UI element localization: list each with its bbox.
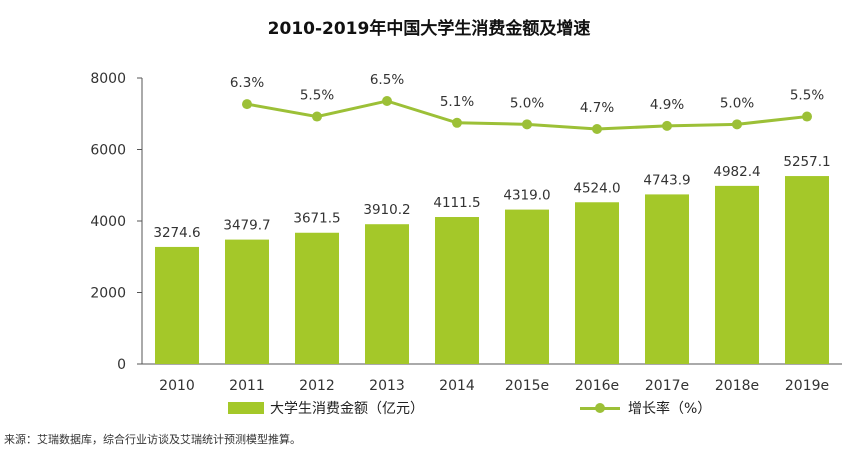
x-tick-label: 2014: [439, 378, 475, 394]
growth-value-label: 4.9%: [650, 97, 684, 113]
source-note: 来源：艾瑞数据库，综合行业访谈及艾瑞统计预测模型推算。: [4, 433, 301, 446]
legend-line-label: 增长率（%）: [628, 401, 712, 417]
y-tick-label: 0: [117, 357, 126, 373]
growth-point: [382, 96, 392, 106]
growth-point: [452, 117, 462, 128]
growth-point: [242, 99, 252, 110]
growth-value-label: 5.5%: [300, 88, 334, 104]
bar-value-label: 4319.0: [503, 188, 550, 204]
y-tick-label: 2000: [90, 286, 126, 302]
growth-value-label: 5.0%: [510, 95, 544, 111]
growth-value-label: 6.5%: [370, 72, 404, 88]
growth-point: [592, 124, 602, 134]
legend-bar-label: 大学生消费金额（亿元）: [270, 401, 424, 417]
bar: [225, 239, 269, 364]
growth-point: [522, 119, 532, 130]
x-tick-label: 2017e: [645, 378, 689, 394]
x-tick-label: 2015e: [505, 378, 549, 394]
x-tick-label: 2018e: [715, 378, 759, 394]
bar: [645, 194, 689, 364]
legend-bar-swatch: [228, 402, 264, 414]
bar-value-label: 3671.5: [293, 211, 340, 227]
bar: [575, 202, 619, 364]
growth-value-label: 4.7%: [580, 100, 614, 116]
legend-item-growth: 增长率（%）: [580, 398, 711, 418]
growth-point: [802, 111, 812, 122]
bar-value-label: 4524.0: [573, 180, 620, 196]
y-tick-label: 8000: [90, 71, 126, 87]
bar-value-label: 3479.7: [223, 218, 270, 234]
growth-point: [732, 119, 742, 130]
bar: [435, 217, 479, 364]
bar: [715, 185, 759, 364]
x-tick-label: 2011: [229, 378, 265, 394]
legend-line-swatch: [580, 402, 620, 414]
chart-title: 2010-2019年中国大学生消费金额及增速: [267, 19, 591, 39]
bar: [505, 209, 549, 364]
x-tick-label: 2010: [159, 378, 195, 394]
bar-value-label: 4982.4: [713, 164, 760, 180]
x-tick-label: 2012: [299, 378, 335, 394]
bar-value-label: 5257.1: [783, 154, 830, 170]
legend-line-marker: [595, 403, 605, 413]
bar: [155, 246, 199, 364]
growth-point: [662, 120, 672, 131]
bar-value-label: 3274.6: [153, 225, 200, 241]
chart-plot: 0 2000 4000 6000 8000 3274.6 2010 3479.7 2011 367…: [90, 71, 842, 394]
x-tick-label: 2019e: [785, 378, 829, 394]
chart-legend: 大学生消费金额（亿元） 增长率（%）: [0, 398, 858, 422]
growth-value-label: 5.1%: [440, 94, 474, 110]
bar-value-label: 3910.2: [363, 202, 410, 218]
bar: [785, 176, 829, 364]
legend-item-amount: 大学生消费金额（亿元）: [228, 398, 424, 418]
y-tick-label: 4000: [90, 214, 126, 230]
bar: [295, 232, 339, 364]
bar-value-label: 4743.9: [643, 172, 690, 188]
growth-point: [312, 111, 322, 122]
x-tick-label: 2016e: [575, 378, 619, 394]
y-tick-label: 6000: [90, 143, 126, 159]
growth-value-label: 5.0%: [720, 95, 754, 111]
growth-value-label: 5.5%: [790, 88, 824, 104]
bar: [365, 224, 409, 364]
x-tick-label: 2013: [369, 378, 405, 394]
growth-value-label: 6.3%: [230, 75, 264, 91]
bar-value-label: 4111.5: [433, 195, 480, 211]
